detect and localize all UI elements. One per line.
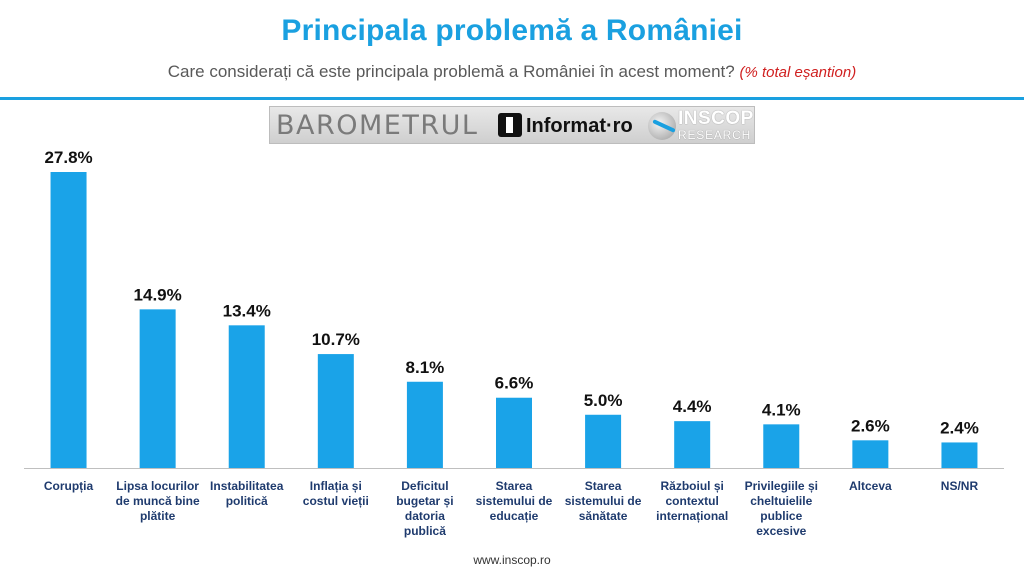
value-label-2: 13.4% <box>223 301 271 320</box>
informat-logo-text: Informat <box>526 115 606 137</box>
subtitle-note: (% total eșantion) <box>739 64 857 81</box>
bar-2 <box>228 325 265 468</box>
category-label-8-line-0: Privilegiile și <box>745 479 818 493</box>
category-label-8: Privilegiile și cheltuielile publice excesi… <box>745 479 818 538</box>
inscop-emblem-icon <box>648 112 676 140</box>
category-label-9-line-0: Altceva <box>849 479 892 493</box>
category-label-5-line-0: Starea <box>496 479 533 493</box>
bar-9 <box>852 440 889 468</box>
bar-0 <box>50 172 87 468</box>
category-label-10-line-0: NS/NR <box>941 479 979 493</box>
bar-5 <box>496 397 532 468</box>
value-label-8: 4.1% <box>762 400 801 419</box>
category-label-6: Starea sistemului de sănătate <box>565 479 642 523</box>
category-label-8-line-1: cheltuielile <box>750 494 812 508</box>
category-label-2: Instabilitatea politică <box>210 479 284 508</box>
category-label-1-line-0: Lipsa locurilor <box>116 479 199 493</box>
category-label-0: Corupția <box>44 479 94 493</box>
bar-8 <box>763 424 800 468</box>
bar-10 <box>941 442 978 468</box>
category-label-2-line-1: politică <box>226 494 268 508</box>
sponsor-logo-band: BAROMETRUL Informat·ro INSCOP RESEARCH <box>269 106 755 144</box>
category-label-3-line-1: costul vieții <box>303 494 369 508</box>
category-label-1: Lipsa locurilor de muncă bine plătite <box>116 479 200 523</box>
category-label-7-line-2: internațional <box>656 509 728 523</box>
category-label-9: Altceva <box>849 479 892 493</box>
value-label-5: 6.6% <box>495 374 534 393</box>
category-label-7-line-0: Războiul și <box>661 479 724 493</box>
informat-icon <box>498 113 522 137</box>
category-label-3: Inflația și costul vieții <box>303 479 369 508</box>
category-label-7-line-1: contextul <box>666 494 719 508</box>
category-label-0-line-0: Corupția <box>44 479 94 493</box>
category-label-4-line-0: Deficitul <box>401 479 448 493</box>
footer-url: www.inscop.ro <box>473 553 551 567</box>
inscop-logo: INSCOP <box>678 108 754 129</box>
value-label-0: 27.8% <box>44 148 92 167</box>
barometrul-logo: BAROMETRUL <box>276 110 479 141</box>
header-divider <box>0 97 1024 100</box>
category-label-6-line-1: sistemului de <box>565 494 642 508</box>
category-label-5-line-1: sistemului de <box>476 494 553 508</box>
value-label-9: 2.6% <box>851 416 890 435</box>
category-label-1-line-2: plătite <box>140 509 176 523</box>
category-label-6-line-2: sănătate <box>579 509 628 523</box>
category-label-5-line-2: educație <box>490 509 539 523</box>
bar-7 <box>674 421 711 468</box>
value-label-6: 5.0% <box>584 391 623 410</box>
value-label-7: 4.4% <box>673 397 712 416</box>
bar-3 <box>317 354 354 468</box>
informat-logo: Informat·ro <box>526 115 633 138</box>
category-label-4: Deficitul bugetar și datoria publică <box>396 479 453 538</box>
bar-chart: 27.8% Corupția 14.9% Lipsa locurilor de munc… <box>24 148 1004 538</box>
value-label-1: 14.9% <box>134 285 182 304</box>
value-label-3: 10.7% <box>312 330 360 349</box>
category-label-4-line-2: datoria <box>405 509 445 523</box>
inscop-research-logo: RESEARCH <box>678 128 752 142</box>
category-label-10: NS/NR <box>941 479 979 493</box>
bar-1 <box>139 309 176 468</box>
chart-subtitle: Care considerați că este principala prob… <box>0 62 1024 82</box>
category-label-4-line-1: bugetar și <box>396 494 453 508</box>
chart-title: Principala problemă a României <box>281 14 743 47</box>
bar-6 <box>585 414 622 468</box>
value-label-10: 2.4% <box>940 418 979 437</box>
category-label-2-line-0: Instabilitatea <box>210 479 284 493</box>
category-label-1-line-1: de muncă bine <box>116 494 200 508</box>
category-label-8-line-3: excesive <box>756 524 806 538</box>
informat-logo-suffix: ·ro <box>606 115 633 137</box>
category-label-6-line-0: Starea <box>585 479 622 493</box>
category-label-7: Războiul și contextul internațional <box>656 479 728 523</box>
category-label-5: Starea sistemului de educație <box>476 479 553 523</box>
value-label-4: 8.1% <box>406 358 445 377</box>
category-label-4-line-3: publică <box>404 524 446 538</box>
category-label-8-line-2: publice <box>760 509 802 523</box>
subtitle-question: Care considerați că este principala prob… <box>167 62 735 81</box>
category-label-3-line-0: Inflația și <box>310 479 362 493</box>
bar-4 <box>406 381 443 468</box>
